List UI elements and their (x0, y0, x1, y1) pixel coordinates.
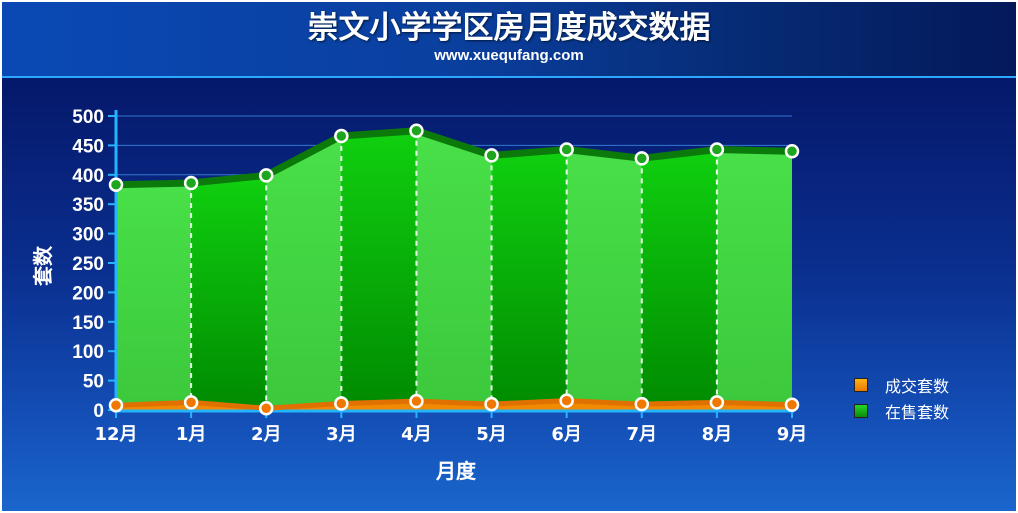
legend-item-sold: 成交套数 (854, 373, 949, 397)
legend-label-for-sale: 在售套数 (885, 403, 950, 422)
area-band (716, 149, 792, 410)
y-tick-label: 250 (72, 254, 104, 275)
x-tick-label: 3月 (326, 424, 357, 445)
data-point-sold (709, 395, 725, 410)
data-point-for-sale (784, 144, 800, 159)
area-band (491, 149, 567, 410)
y-tick-label: 450 (72, 136, 104, 157)
data-point-for-sale (484, 148, 499, 163)
chart-subtitle: www.xuequfang.com (434, 47, 584, 64)
y-tick-label: 50 (83, 372, 104, 393)
x-tick-label: 9月 (777, 424, 808, 445)
legend-swatch-for-sale (854, 404, 868, 418)
chart-title: 崇文小学学区房月度成交数据 (307, 10, 711, 46)
area-band (641, 149, 717, 410)
x-tick-label: 7月 (627, 424, 658, 445)
area-band (116, 183, 192, 410)
legend-item-for-sale: 在售套数 (854, 399, 949, 423)
data-point-for-sale (709, 142, 725, 157)
y-tick-label: 200 (72, 283, 104, 304)
series-line-sold (115, 398, 793, 411)
legend-swatch-sold (854, 378, 868, 392)
area-band (341, 130, 417, 410)
y-tick-label: 350 (72, 195, 104, 216)
y-tick-label: 150 (72, 313, 104, 334)
x-axis-title: 月度 (435, 459, 477, 483)
y-tick-label: 400 (72, 166, 104, 187)
y-axis-title: 套数 (31, 245, 55, 286)
x-tick-label: 1月 (176, 424, 207, 445)
legend-label-sold: 成交套数 (885, 377, 950, 396)
area-chart: 0 50 100 150 200 250 300 350 400 450 500 12月 1月 2月 3月 4… (31, 107, 808, 483)
x-tick-label: 4月 (401, 424, 432, 445)
data-point-sold (484, 396, 499, 412)
data-point-for-sale (559, 142, 574, 157)
data-point-for-sale (634, 151, 650, 166)
data-point-for-sale (183, 175, 199, 191)
data-point-sold (258, 400, 274, 416)
data-point-sold (559, 393, 574, 408)
area-band (191, 175, 267, 410)
data-point-sold (784, 397, 800, 412)
series-line-for-sale (115, 127, 793, 189)
y-tick-label: 0 (93, 401, 104, 422)
data-point-sold (409, 393, 424, 409)
y-tick-label: 500 (72, 107, 104, 128)
data-point-for-sale (258, 168, 274, 183)
data-point-sold (183, 395, 199, 410)
x-tick-label: 5月 (476, 424, 507, 445)
data-point-sold (634, 396, 650, 412)
data-point-sold (334, 396, 349, 411)
data-point-for-sale (108, 177, 124, 193)
data-point-for-sale (409, 123, 424, 138)
area-band (416, 130, 492, 410)
x-tick-label: 2月 (251, 424, 282, 445)
chart-panel: 0 50 100 150 200 250 300 350 400 450 500 12月 1月 2月 3月 4… (2, 78, 1016, 511)
data-point-for-sale (334, 128, 349, 144)
area-band (266, 135, 342, 410)
x-tick-label: 12月 (94, 424, 137, 445)
x-tick-label: 8月 (702, 424, 733, 445)
area-band (566, 149, 642, 410)
y-tick-label: 100 (72, 342, 104, 363)
x-tick-label: 6月 (551, 424, 582, 445)
chart-header: 崇文小学学区房月度成交数据 www.xuequfang.com (2, 2, 1016, 78)
y-tick-label: 300 (72, 225, 104, 246)
data-point-sold (108, 398, 124, 413)
